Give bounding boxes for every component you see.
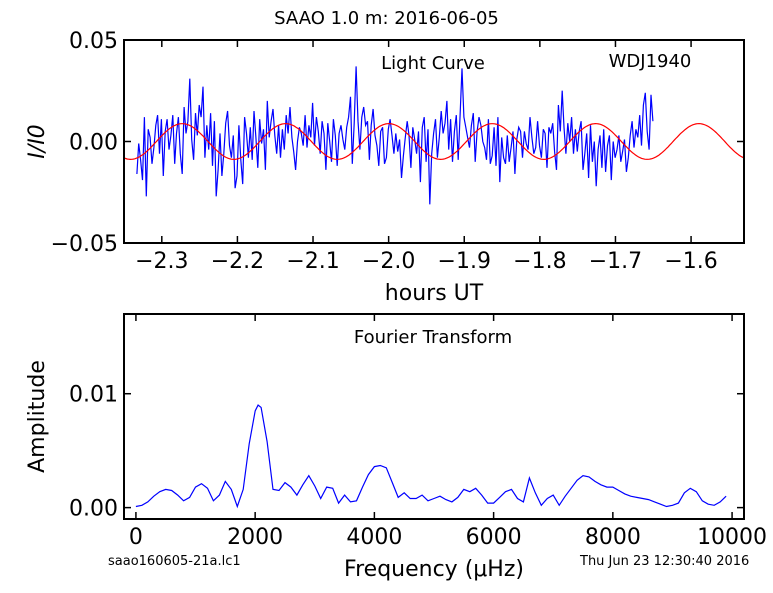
series-line-1-1 [136,66,654,205]
y-tick-label: 0.00 [69,131,118,156]
page-title: SAAO 1.0 m: 2016-06-05 [274,8,499,29]
timestamp-label: Thu Jun 23 12:30:40 2016 [580,554,750,569]
plot-frame-2 [123,313,745,520]
series-line-2-1 [135,404,727,509]
x-tick-label: −1.7 [589,249,642,274]
x-tick-label: −2.1 [286,249,339,274]
series-line-1-2 [124,122,744,161]
y-tick-label: 0.05 [69,29,118,54]
x-tick-label: 2000 [227,525,283,550]
x-tick-label: −1.6 [664,249,717,274]
y-tick-label: 0.00 [69,497,118,522]
panel-title: Fourier Transform [354,327,512,348]
x-tick-label: −2.3 [135,249,188,274]
x-tick-label: 8000 [585,525,641,550]
y-axis-title: Amplitude [25,360,50,473]
x-tick-label: −1.9 [438,249,491,274]
y-tick-label: −0.05 [51,232,118,257]
x-tick-label: 10000 [697,525,767,550]
chart-panel-2: 0 2000 4000 6000 8000 10000 0.00 0.01 Frequency … [25,313,767,582]
y-axis-title: I/I0 [25,124,50,158]
x-tick-label: 6000 [466,525,522,550]
panel-title: Light Curve [381,53,485,74]
object-label: WDJ1940 [609,51,692,72]
x-tick-label: 0 [129,525,143,550]
x-tick-label: −2.2 [211,249,264,274]
chart-panel-1: −2.3 −2.2 −2.1 −2.0 −1.9 −1.8 −1.7 −1.6 −0.05 0.0… [25,29,745,306]
y-tick-label: 0.01 [69,383,118,408]
x-tick-label: −2.0 [362,249,415,274]
x-axis-title: Frequency (μHz) [344,557,524,582]
x-axis-title: hours UT [385,281,484,306]
x-tick-label: 4000 [346,525,402,550]
data-file-label: saao160605-21a.lc1 [108,554,241,569]
x-tick-label: −1.8 [513,249,566,274]
